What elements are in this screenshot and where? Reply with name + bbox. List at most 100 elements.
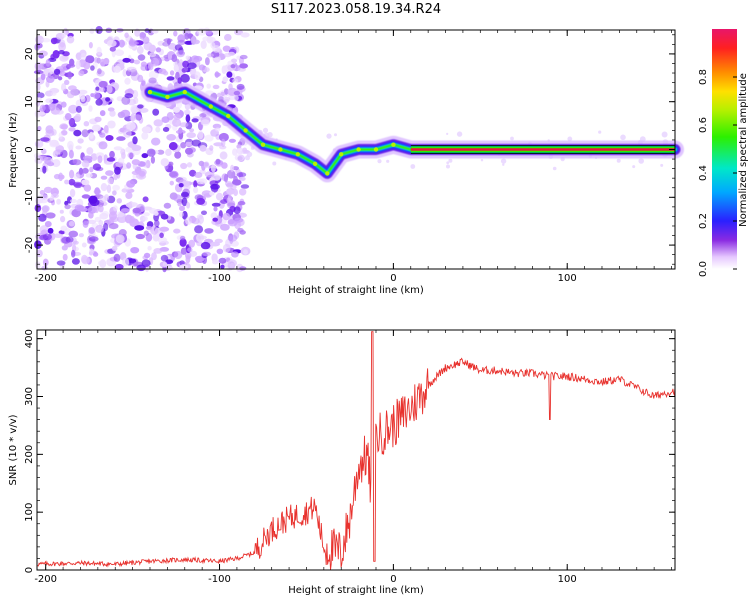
noise-blob (66, 91, 75, 99)
noise-blob (178, 183, 184, 188)
noise-blob (155, 126, 161, 133)
colorbar-label: Normalized spectral amplitude (738, 73, 749, 227)
noise-blob (92, 92, 101, 100)
noise-blob (43, 258, 49, 266)
noise-blob (54, 109, 64, 115)
noise-blob (142, 36, 150, 44)
noise-blob (118, 39, 126, 48)
noise-blob (129, 216, 135, 223)
noise-blob (129, 58, 135, 64)
noise-blob (230, 184, 237, 190)
noise-blob (223, 173, 229, 183)
noise-blob (141, 153, 149, 159)
noise-blob (89, 166, 94, 173)
noise-blob (191, 118, 199, 123)
noise-blob (204, 134, 214, 142)
snr-frame (36, 329, 676, 571)
noise-blob (214, 56, 221, 62)
ridge-knot (226, 113, 231, 119)
noise-blob (72, 240, 79, 245)
ridge-knot (278, 147, 283, 152)
noise-blob (77, 89, 88, 95)
noise-blob (267, 132, 273, 138)
top-x-tick-label: -100 (208, 273, 231, 284)
noise-blob (98, 205, 104, 213)
noise-blob (59, 209, 64, 214)
noise-blob (171, 54, 178, 63)
noise-blob (334, 133, 337, 137)
ridge-knot (356, 147, 361, 152)
noise-blob (39, 156, 49, 161)
noise-blob (616, 158, 621, 163)
noise-blob (130, 113, 136, 122)
noise-blob (68, 104, 79, 114)
noise-blob (189, 216, 197, 222)
noise-blob (75, 60, 81, 70)
noise-blob (186, 162, 193, 168)
noise-blob (220, 264, 225, 270)
top-y-tick-label: 20 (24, 48, 35, 61)
noise-blob (198, 64, 206, 71)
noise-blob (97, 155, 103, 164)
noise-blob (232, 179, 242, 186)
noise-blob (82, 167, 89, 174)
noise-blob (150, 156, 155, 164)
noise-blob (598, 130, 602, 134)
colorbar-tick-label: 0.0 (698, 261, 709, 277)
noise-blob (106, 157, 116, 162)
noise-blob (446, 164, 450, 169)
noise-blob (112, 190, 117, 196)
noise-blob (126, 162, 132, 169)
noise-blob (88, 42, 93, 49)
noise-blob (213, 142, 224, 147)
noise-blob (224, 88, 229, 95)
noise-blob (81, 242, 87, 248)
noise-blob (216, 248, 224, 255)
noise-blob (228, 138, 236, 143)
noise-blob (212, 84, 220, 90)
noise-blob (83, 61, 91, 70)
noise-blob (239, 188, 247, 196)
noise-blob (109, 150, 115, 159)
noise-blob (33, 70, 44, 75)
noise-blob (95, 224, 104, 233)
noise-blob (177, 77, 182, 84)
noise-blob (185, 147, 193, 155)
noise-blob (638, 158, 644, 164)
noise-blob (632, 165, 636, 169)
noise-blob (111, 245, 118, 251)
noise-blob (220, 91, 225, 97)
noise-blob (40, 73, 46, 81)
noise-blob (456, 131, 463, 137)
noise-blob (189, 250, 198, 257)
noise-blob (133, 114, 142, 121)
noise-blob (189, 67, 197, 77)
noise-blob (326, 133, 332, 139)
noise-blob (73, 173, 80, 180)
noise-blob (236, 144, 242, 150)
noise-blob (242, 147, 248, 153)
noise-blob (240, 184, 250, 189)
noise-blob (97, 68, 102, 75)
noise-blob (179, 122, 189, 128)
noise-blob (139, 32, 146, 38)
noise-blob (179, 264, 188, 272)
noise-blob (36, 92, 45, 99)
noise-blob (215, 192, 224, 201)
noise-blob (227, 194, 232, 202)
noise-blob (143, 212, 150, 217)
noise-blob (227, 259, 237, 267)
noise-blob (180, 142, 187, 149)
noise-blob (216, 92, 222, 98)
ridge-knot (243, 128, 248, 133)
noise-blob (194, 255, 205, 262)
noise-blob (214, 71, 220, 78)
noise-blob (127, 88, 133, 93)
noise-blob (219, 145, 227, 150)
noise-blob (124, 32, 129, 39)
noise-blob (153, 119, 163, 127)
noise-blob (386, 159, 390, 163)
noise-blob (80, 96, 86, 103)
ridge-knot (373, 147, 379, 152)
